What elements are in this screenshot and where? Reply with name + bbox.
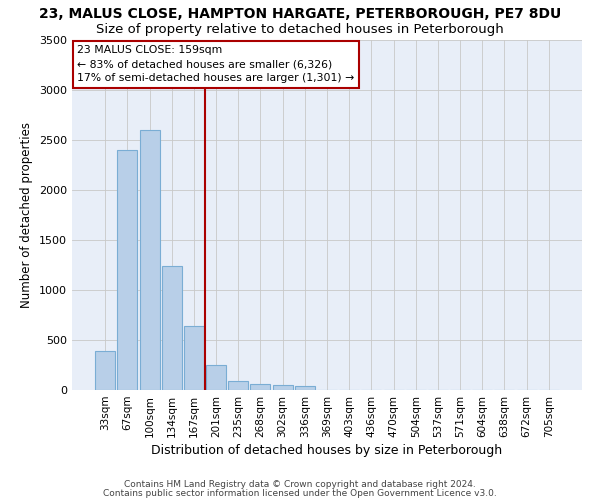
Bar	[250, 384, 271, 390]
Bar	[95, 351, 115, 390]
Text: Contains public sector information licensed under the Open Government Licence v3: Contains public sector information licen…	[103, 488, 497, 498]
Bar	[206, 364, 226, 390]
Text: Contains HM Land Registry data © Crown copyright and database right 2024.: Contains HM Land Registry data © Crown c…	[124, 480, 476, 489]
Bar	[184, 326, 204, 390]
Y-axis label: Number of detached properties: Number of detached properties	[20, 122, 34, 308]
Bar	[295, 386, 315, 390]
Bar	[162, 266, 182, 390]
Bar	[140, 130, 160, 390]
Text: 23 MALUS CLOSE: 159sqm
← 83% of detached houses are smaller (6,326)
17% of semi-: 23 MALUS CLOSE: 159sqm ← 83% of detached…	[77, 46, 355, 83]
Bar	[228, 380, 248, 390]
Text: Size of property relative to detached houses in Peterborough: Size of property relative to detached ho…	[96, 22, 504, 36]
X-axis label: Distribution of detached houses by size in Peterborough: Distribution of detached houses by size …	[151, 444, 503, 457]
Text: 23, MALUS CLOSE, HAMPTON HARGATE, PETERBOROUGH, PE7 8DU: 23, MALUS CLOSE, HAMPTON HARGATE, PETERB…	[39, 8, 561, 22]
Bar	[118, 150, 137, 390]
Bar	[272, 384, 293, 390]
